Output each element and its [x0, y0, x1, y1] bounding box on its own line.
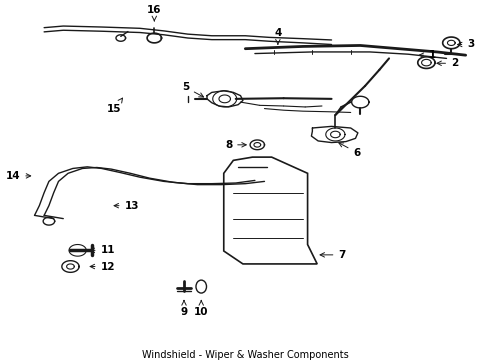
Text: 12: 12	[90, 261, 115, 271]
Text: 14: 14	[6, 171, 31, 181]
Text: 13: 13	[114, 201, 139, 211]
Text: 6: 6	[338, 143, 360, 158]
Text: 5: 5	[182, 82, 203, 97]
Text: 11: 11	[90, 245, 115, 255]
Text: 1: 1	[418, 50, 435, 60]
Text: 15: 15	[107, 98, 122, 114]
Text: 3: 3	[457, 40, 473, 49]
Text: 4: 4	[274, 28, 281, 44]
Text: 9: 9	[180, 301, 187, 316]
Text: 7: 7	[320, 250, 345, 260]
Text: 2: 2	[436, 58, 457, 68]
Text: 16: 16	[147, 5, 161, 21]
Text: Windshield - Wiper & Washer Components: Windshield - Wiper & Washer Components	[142, 350, 348, 360]
Text: 10: 10	[194, 301, 208, 316]
Text: 8: 8	[224, 140, 246, 150]
